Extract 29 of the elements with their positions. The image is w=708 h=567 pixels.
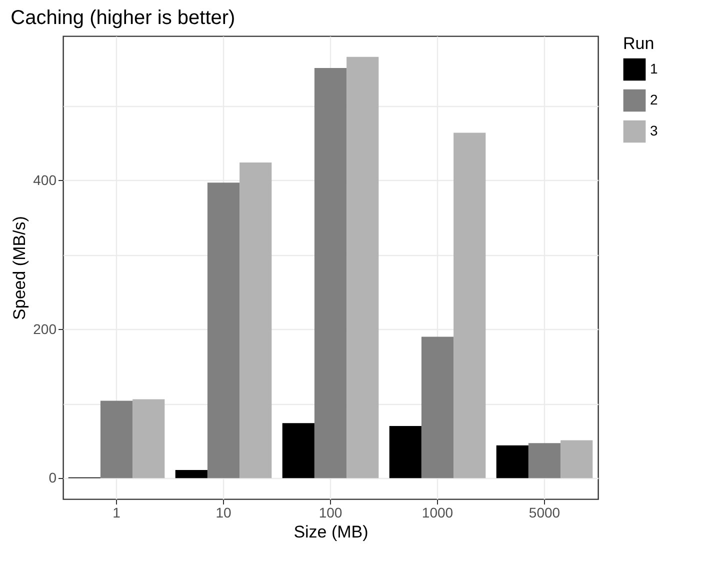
y-axis-title: Speed (MB/s) <box>10 216 30 320</box>
bar <box>100 400 133 478</box>
bar <box>528 443 561 478</box>
bar <box>207 182 240 478</box>
x-tick-label: 1000 <box>422 504 454 520</box>
x-tick-label: 100 <box>318 504 342 520</box>
bar <box>560 440 593 478</box>
x-axis-title: Size (MB) <box>294 522 368 542</box>
y-tick-label: 0 <box>48 470 57 486</box>
y-tick-label: 200 <box>33 320 57 337</box>
bar <box>496 445 528 478</box>
x-tick-label: 1 <box>112 504 121 520</box>
legend-label: 3 <box>650 122 658 138</box>
bar <box>175 470 208 478</box>
chart-title: Caching (higher is better) <box>10 7 236 29</box>
legend-label: 2 <box>650 92 658 108</box>
bar <box>346 56 379 478</box>
legend-title: Run <box>623 34 654 53</box>
bar <box>132 399 165 478</box>
bar <box>314 68 347 478</box>
bar <box>421 336 454 478</box>
bar <box>282 423 314 478</box>
x-tick-label: 5000 <box>528 504 560 520</box>
bar <box>454 132 486 478</box>
y-tick-label: 400 <box>33 172 57 188</box>
bar <box>240 162 272 478</box>
legend-label: 1 <box>650 60 658 76</box>
bar <box>389 426 422 478</box>
x-tick-label: 10 <box>216 504 232 520</box>
